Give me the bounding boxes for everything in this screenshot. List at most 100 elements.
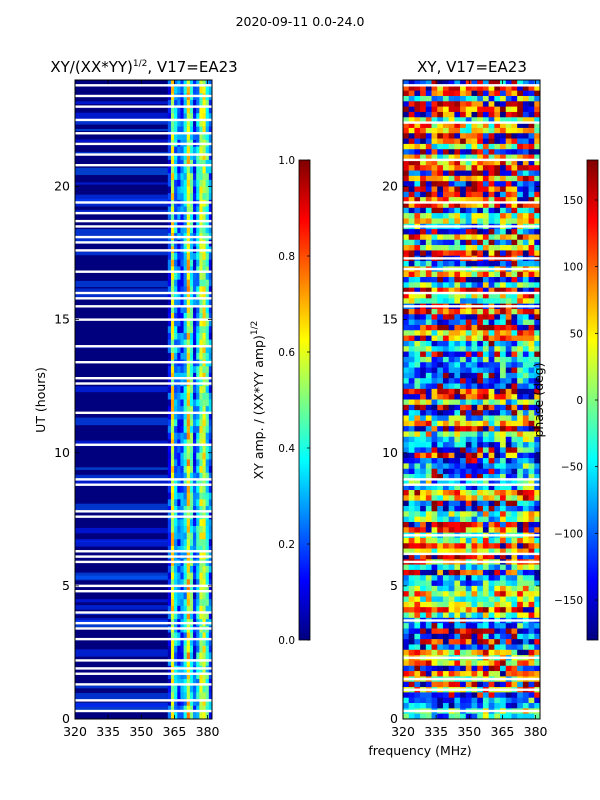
- phase-cell: [511, 85, 518, 91]
- amplitude-cell: [180, 525, 184, 533]
- phase-cell: [505, 372, 512, 379]
- phase-cell: [454, 596, 461, 603]
- phase-cell: [482, 330, 489, 336]
- phase-cell: [465, 175, 472, 182]
- phase-cell: [460, 404, 467, 411]
- phase-cell: [511, 324, 518, 331]
- phase-cell: [522, 159, 529, 166]
- phase-cell: [442, 367, 449, 374]
- phase-cell: [465, 697, 472, 704]
- phase-cell: [517, 420, 524, 427]
- phase-cell: [517, 548, 524, 555]
- phase-cell: [448, 543, 455, 549]
- amplitude-cell: [183, 585, 188, 593]
- phase-cell: [425, 521, 432, 528]
- amplitude-cell: [167, 179, 172, 187]
- amplitude-cell: [196, 299, 200, 307]
- amplitude-cell: [205, 366, 210, 374]
- amplitude-cell: [174, 86, 178, 94]
- phase-cell: [494, 287, 501, 294]
- amplitude-cell: [167, 352, 172, 360]
- phase-cell: [505, 191, 512, 198]
- phase-cell: [431, 314, 438, 320]
- phase-cell: [482, 420, 489, 427]
- phase-cell: [403, 298, 410, 304]
- phase-cell: [431, 372, 438, 379]
- amplitude-cell: [196, 432, 200, 440]
- amplitude-cell: [186, 166, 191, 174]
- phase-cell: [477, 197, 484, 203]
- amplitude-cell: [199, 585, 203, 593]
- amplitude-cell: [177, 525, 181, 533]
- phase-cell: [482, 628, 489, 635]
- phase-cell: [534, 521, 541, 528]
- phase-cell: [505, 133, 512, 139]
- amplitude-cell: [202, 366, 206, 374]
- phase-cell: [471, 207, 478, 214]
- amplitude-cell: [177, 279, 181, 287]
- amplitude-cell: [196, 492, 200, 500]
- amplitude-cell: [174, 153, 178, 161]
- phase-cell: [488, 372, 495, 379]
- amplitude-cell: [189, 685, 194, 693]
- phase-cell: [528, 213, 535, 219]
- phase-cell: [522, 479, 529, 486]
- phase-cell: [414, 607, 421, 613]
- phase-cell: [437, 601, 444, 608]
- amplitude-y-tick-label: 15: [54, 312, 70, 327]
- phase-cell: [437, 106, 444, 113]
- phase-cell: [448, 681, 455, 688]
- amplitude-cell: [183, 406, 188, 414]
- amplitude-cell: [196, 406, 200, 414]
- phase-cell: [403, 202, 410, 209]
- phase-cell: [471, 703, 478, 709]
- amplitude-cell: [196, 312, 200, 320]
- phase-cell: [511, 117, 518, 123]
- phase-cell: [442, 149, 449, 155]
- phase-cell: [431, 90, 438, 97]
- amplitude-cell: [170, 519, 175, 527]
- phase-cell: [408, 202, 415, 209]
- amplitude-cell: [205, 579, 210, 587]
- amplitude-cell: [193, 226, 197, 234]
- phase-cell: [437, 111, 444, 118]
- phase-cell: [517, 250, 524, 257]
- phase-cell: [437, 362, 444, 368]
- amplitude-cell: [180, 293, 184, 300]
- phase-cell: [494, 415, 501, 422]
- phase-cell: [437, 367, 444, 374]
- phase-cell: [488, 671, 495, 677]
- amplitude-cell: [180, 339, 184, 347]
- amplitude-texture: [75, 120, 168, 125]
- phase-cell: [454, 649, 461, 656]
- phase-cell: [494, 458, 501, 464]
- phase-cell: [454, 245, 461, 251]
- phase-cell: [471, 261, 478, 267]
- amplitude-cell: [205, 106, 210, 114]
- phase-cell: [403, 165, 410, 171]
- amplitude-cell: [170, 565, 175, 573]
- phase-cell: [448, 298, 455, 304]
- phase-cell: [431, 149, 438, 155]
- phase-cell: [494, 335, 501, 342]
- phase-cell: [471, 218, 478, 225]
- phase-cell: [477, 420, 484, 427]
- phase-cell: [414, 143, 421, 150]
- phase-flagged-row: [403, 656, 540, 659]
- phase-cell: [482, 250, 489, 257]
- phase-cell: [488, 506, 495, 512]
- phase-cell: [414, 468, 421, 475]
- amplitude-cell: [193, 312, 197, 320]
- amplitude-cell: [189, 419, 194, 427]
- phase-cell: [477, 229, 484, 235]
- amplitude-cell: [205, 679, 210, 687]
- amplitude-cell: [183, 366, 188, 374]
- phase-cell: [534, 229, 541, 235]
- amplitude-cell: [202, 672, 206, 680]
- phase-cell: [460, 490, 467, 496]
- phase-cell: [505, 601, 512, 608]
- phase-cell: [500, 569, 507, 576]
- amplitude-cell: [193, 579, 197, 587]
- phase-cell: [465, 346, 472, 352]
